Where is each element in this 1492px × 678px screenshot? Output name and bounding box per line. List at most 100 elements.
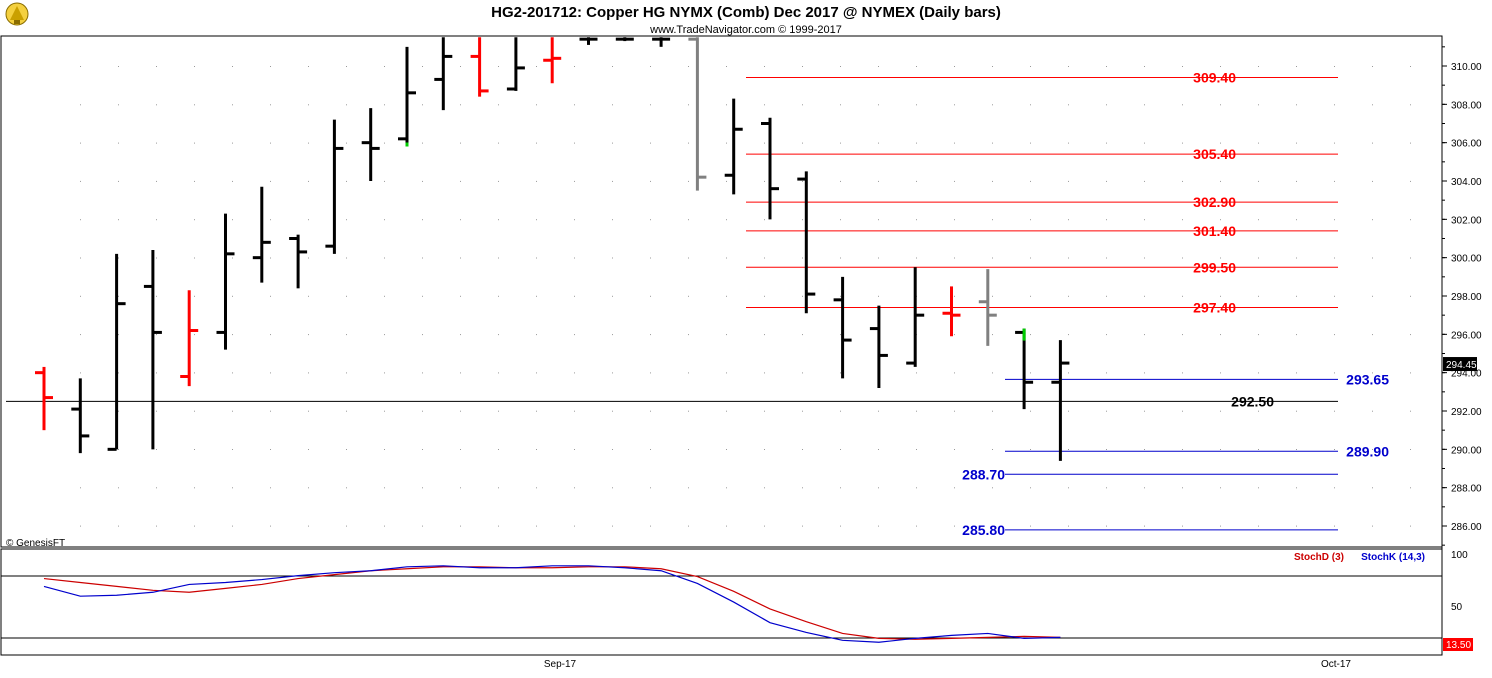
grid-dot [840, 449, 841, 450]
price-levels[interactable]: 309.40 305.40 302.90 301.40 299.50 297.40 292.… [6, 70, 1389, 538]
grid-dot [498, 410, 499, 412]
grid-dot [118, 449, 119, 450]
grid-dot [232, 142, 233, 144]
grid-dot [916, 525, 917, 527]
grid-dot [1296, 104, 1297, 106]
grid-dot [802, 295, 803, 297]
grid-dot [802, 410, 803, 412]
grid-dot [1144, 295, 1145, 297]
grid-dot [498, 104, 499, 106]
grid-dot [536, 257, 537, 259]
grid-dot [460, 334, 461, 336]
grid-dot [1372, 66, 1373, 67]
grid-dot [1410, 219, 1411, 221]
grid-dot [1334, 525, 1335, 527]
grid-dot [1334, 410, 1335, 412]
grid-dot [1372, 142, 1373, 144]
grid-dot [802, 372, 803, 374]
grid-dot [118, 487, 119, 489]
price-level-label: 305.40 [1193, 146, 1236, 162]
grid-dot [688, 487, 689, 489]
grid-dot [840, 372, 841, 374]
grid-dot [726, 104, 727, 106]
grid-dot [1182, 66, 1183, 67]
grid-dot [954, 257, 955, 259]
price-axis-label: 296.00 [1451, 330, 1482, 341]
grid-dot [308, 449, 309, 450]
price-level-label: 288.70 [962, 466, 1005, 482]
grid-dot [1334, 180, 1335, 182]
grid-dot [1182, 142, 1183, 144]
grid-dot [384, 142, 385, 144]
grid-dot [80, 66, 81, 67]
grid-dot [498, 449, 499, 450]
stoch-axis-label: 50 [1451, 602, 1463, 613]
grid-dot [1106, 410, 1107, 412]
grid-dot [1296, 66, 1297, 67]
grid-dot [992, 180, 993, 182]
grid-dot [802, 66, 803, 67]
grid-dot [726, 525, 727, 527]
grid-dot [840, 525, 841, 527]
grid-dot [574, 372, 575, 374]
grid-dot [1372, 372, 1373, 374]
grid-dot [612, 334, 613, 336]
grid-dot [1258, 525, 1259, 527]
grid-dot [1106, 295, 1107, 297]
grid-dot [232, 295, 233, 297]
grid-dot [118, 334, 119, 336]
grid-dot [1296, 410, 1297, 412]
grid-dot [308, 372, 309, 374]
grid-dot [1030, 372, 1031, 374]
grid-dot [308, 66, 309, 67]
grid-dot [1296, 142, 1297, 144]
grid-dot [916, 487, 917, 489]
grid-dot [992, 372, 993, 374]
grid-dot [1258, 295, 1259, 297]
grid-dot [1334, 257, 1335, 259]
grid-dot [1258, 487, 1259, 489]
grid-dot [1182, 334, 1183, 336]
ohlc-bars[interactable] [35, 37, 1070, 461]
grid-dot [194, 219, 195, 221]
grid-dot [764, 142, 765, 144]
grid-dot [346, 525, 347, 527]
grid-dot [1296, 295, 1297, 297]
grid-dot [802, 180, 803, 182]
grid-dot [1334, 142, 1335, 144]
grid-dot [1334, 66, 1335, 67]
grid-dot [346, 410, 347, 412]
grid-dot [156, 525, 157, 527]
grid-dot [156, 334, 157, 336]
grid-dot [308, 180, 309, 182]
grid-dot [1182, 219, 1183, 221]
price-level-label: 289.90 [1346, 443, 1389, 459]
grid-dot [346, 487, 347, 489]
grid-dot [460, 257, 461, 259]
grid-dot [1106, 525, 1107, 527]
stoch-legend-d: StochD (3) [1294, 552, 1344, 563]
price-level-label: 292.50 [1231, 393, 1274, 409]
grid-dot [726, 142, 727, 144]
grid-dot [954, 180, 955, 182]
price-axis-label: 286.00 [1451, 522, 1482, 533]
grid-dot [916, 372, 917, 374]
grid-dot [1106, 449, 1107, 450]
grid-dot [650, 257, 651, 259]
stoch-last-label: 13.50 [1446, 640, 1471, 651]
grid-dot [498, 142, 499, 144]
grid-dot [384, 334, 385, 336]
grid-dot [1182, 295, 1183, 297]
grid-dot [270, 372, 271, 374]
grid-dot [1296, 257, 1297, 259]
grid-dot [650, 449, 651, 450]
grid-dot [764, 372, 765, 374]
grid-dot [1258, 372, 1259, 374]
price-level-label: 285.80 [962, 522, 1005, 538]
grid-dot [1334, 487, 1335, 489]
grid-dot [1106, 180, 1107, 182]
grid-dot [498, 180, 499, 182]
grid-dot [460, 372, 461, 374]
grid-dot [384, 410, 385, 412]
price-axis-label: 300.00 [1451, 254, 1482, 265]
